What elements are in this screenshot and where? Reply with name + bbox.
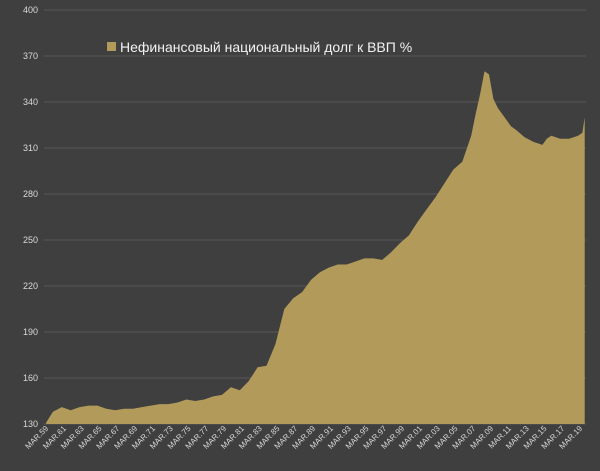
grid	[44, 9, 586, 425]
legend-swatch	[107, 42, 116, 51]
legend-label: Нефинансовый национальный долг к ВВП %	[120, 39, 412, 55]
y-tick-label: 340	[23, 97, 38, 107]
x-axis: MAR.59MAR.61MAR.63MAR.65MAR.67MAR.69MAR.…	[23, 424, 584, 451]
y-tick-label: 400	[23, 5, 38, 15]
y-tick-label: 370	[23, 51, 38, 61]
y-tick-label: 280	[23, 189, 38, 199]
y-tick-label: 310	[23, 143, 38, 153]
y-tick-label: 220	[23, 281, 38, 291]
series-area	[46, 71, 585, 425]
y-tick-label: 160	[23, 373, 38, 383]
y-tick-label: 190	[23, 327, 38, 337]
y-tick-label: 130	[23, 419, 38, 429]
y-tick-label: 250	[23, 235, 38, 245]
y-axis: 130 160 190 220 250 280 310 340 370 400	[23, 5, 38, 429]
legend: Нефинансовый национальный долг к ВВП %	[107, 39, 412, 55]
